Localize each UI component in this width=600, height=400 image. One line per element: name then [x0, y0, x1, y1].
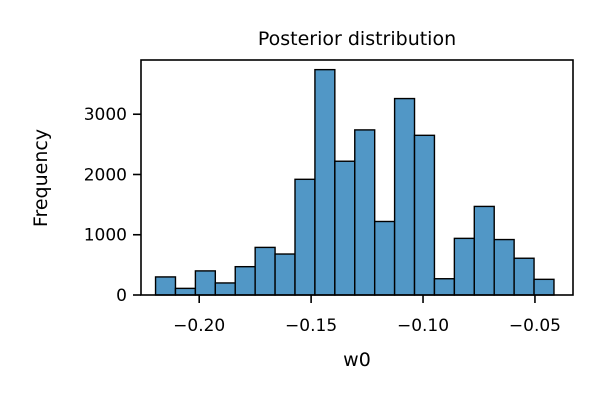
- histogram-bar: [194, 270, 217, 296]
- chart-title: Posterior distribution: [258, 28, 456, 50]
- histogram-bar: [214, 282, 236, 296]
- histogram-bar: [234, 265, 256, 296]
- histogram-bar: [254, 246, 276, 296]
- plot-frame: [140, 59, 574, 296]
- histogram-bar: [294, 178, 316, 296]
- bars-group: [154, 68, 555, 296]
- y-tick-label: 1000: [84, 226, 127, 246]
- x-tick-label: −0.05: [509, 316, 561, 336]
- histogram-bar: [533, 278, 555, 296]
- y-tick-label: 3000: [84, 105, 127, 125]
- x-axis-label: w0: [343, 349, 371, 371]
- histogram-bar: [493, 238, 515, 296]
- x-tick-label: −0.10: [397, 316, 449, 336]
- x-axis-ticks: −0.20 −0.15 −0.10 −0.05: [173, 295, 561, 336]
- histogram-bar: [154, 276, 177, 296]
- histogram-bar: [373, 220, 396, 296]
- x-tick-label: −0.15: [285, 316, 337, 336]
- histogram-bar: [334, 160, 356, 296]
- histogram-bar: [433, 278, 456, 296]
- histogram-bar: [473, 205, 495, 296]
- histogram-bar: [314, 68, 336, 296]
- histogram-bar: [413, 134, 436, 296]
- histogram-bar: [453, 237, 475, 296]
- x-tick-label: −0.20: [173, 316, 225, 336]
- histogram-bar: [393, 97, 416, 296]
- y-tick-label: 2000: [84, 165, 127, 185]
- histogram-bar: [274, 253, 296, 296]
- y-axis-ticks: 0 1000 2000 3000: [84, 105, 141, 306]
- histogram-bar: [354, 129, 376, 296]
- y-axis-label: Frequency: [30, 129, 52, 227]
- histogram-bar: [513, 257, 535, 296]
- y-tick-label: 0: [116, 286, 127, 306]
- histogram-bar: [174, 287, 197, 296]
